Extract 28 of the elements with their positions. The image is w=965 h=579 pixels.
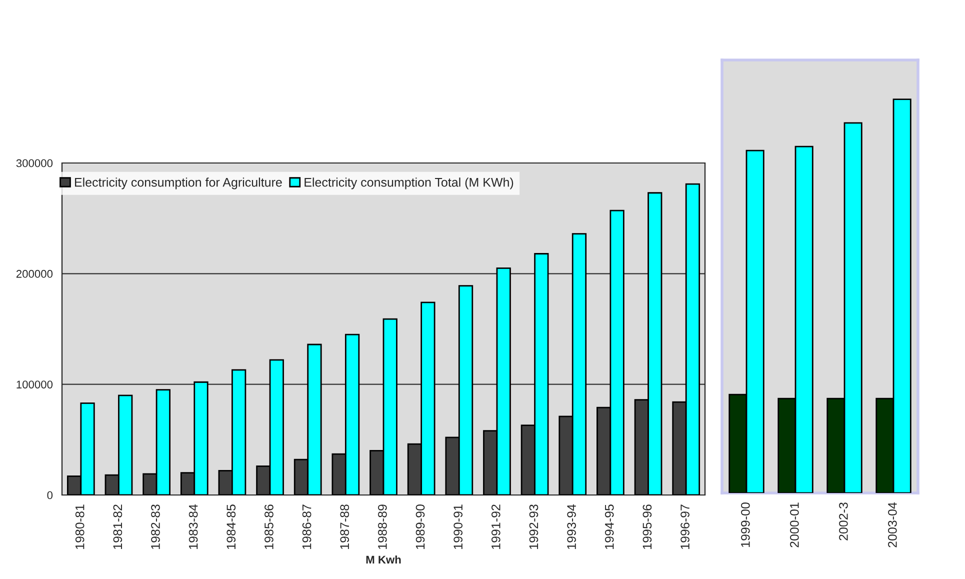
y-tick-label: 100000 [16, 380, 53, 388]
x-tick-label: 1992-93 [529, 504, 538, 549]
x-tick-label: 2002-3 [839, 502, 848, 540]
y-tick-label: 200000 [16, 270, 53, 278]
x-tick-label: 1999-00 [741, 502, 750, 547]
x-tick-label: 1981-82 [113, 504, 122, 549]
x-tick-label: 1993-94 [567, 504, 576, 549]
x-tick-label: 1988-89 [378, 504, 387, 549]
x-tick-label: 1982-83 [151, 504, 160, 549]
x-tick-label: 1986-87 [302, 504, 312, 549]
x-tick-label: 2003-04 [888, 502, 897, 548]
y-tick-label: 0 [47, 491, 53, 500]
legend-label: Electricity consumption Total (M KWh) [304, 178, 514, 190]
x-tick-label: 1995-96 [642, 504, 652, 549]
x-tick-label: 1985-86 [264, 504, 274, 549]
x-tick-label: 1980-81 [75, 504, 84, 549]
x-tick-label: 1983-84 [188, 504, 198, 549]
x-tick-label: 1990-91 [454, 504, 463, 549]
x-tick-label: 1996-97 [680, 504, 690, 549]
x-tick-label: 2000-01 [790, 502, 799, 548]
x-tick-label: 1984-85 [226, 504, 236, 549]
x-tick-label: 1987-88 [340, 504, 350, 549]
legend-label: Electricity consumption for Agriculture [75, 178, 282, 190]
y-tick-label: 300000 [16, 159, 53, 168]
x-tick-label: 1991-92 [491, 504, 500, 549]
x-tick-label: 1994-95 [604, 504, 614, 549]
x-axis-title: M Kwh [366, 555, 401, 564]
x-tick-label: 1989-90 [416, 504, 425, 549]
